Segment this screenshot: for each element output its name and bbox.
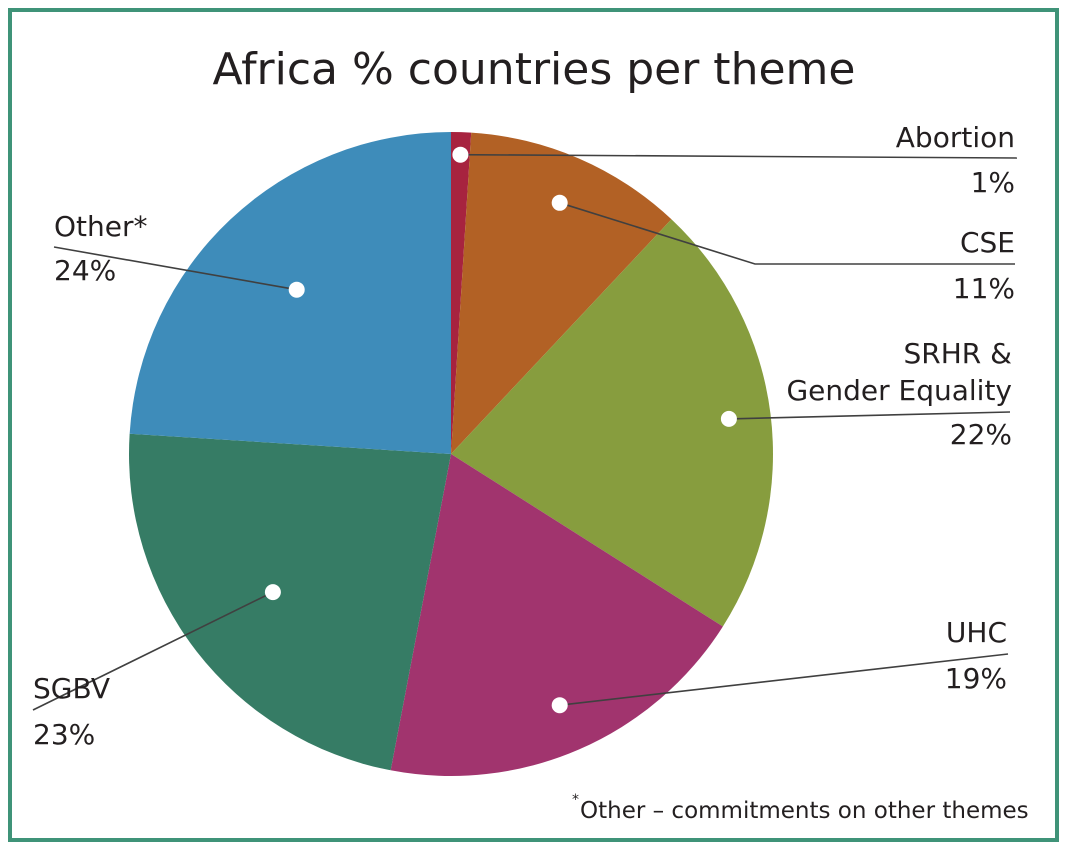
pie-slice-sgbv [129, 433, 451, 771]
pie-slices [129, 132, 773, 777]
slice-value-uhc: 19% [945, 662, 1007, 695]
slice-label-uhc: UHC [946, 616, 1007, 649]
pie-slice-cse [451, 132, 672, 454]
label-marker-sgbv [264, 584, 281, 601]
leader-line-cse [559, 202, 1015, 265]
slice-value-abortion: 1% [971, 166, 1015, 199]
slice-label-sgbv: SGBV [33, 672, 110, 705]
leader-lines [32, 146, 1018, 714]
footnote-marker: * [572, 792, 579, 808]
leader-line-abortion [460, 153, 1018, 159]
label-marker-srhr-gender-equality [720, 410, 737, 427]
leader-line-uhc [559, 653, 1009, 706]
label-marker-other [288, 281, 305, 298]
pie-slice-srhr-gender-equality [451, 219, 773, 627]
slice-value-sgbv: 23% [33, 718, 95, 751]
slice-label-cse: CSE [960, 226, 1015, 259]
label-marker-cse [551, 194, 568, 211]
slice-value-cse: 11% [953, 272, 1015, 305]
leader-line-sgbv [32, 591, 274, 711]
footnote: * Other – commitments on other themes [572, 792, 1029, 824]
slice-label-srhr-gender-equality-line-2: Gender Equality [786, 374, 1012, 407]
leader-line-other [53, 246, 297, 291]
label-marker-uhc [551, 697, 568, 714]
chart-title: Africa % countries per theme [213, 44, 856, 95]
slice-label-srhr-gender-equality-line-1: SRHR & [904, 337, 1012, 370]
footnote-text: Other – commitments on other themes [580, 798, 1029, 824]
slice-label-other: Other* [54, 210, 148, 243]
label-marker-abortion [452, 146, 469, 163]
leader-line-srhr-gender-equality [728, 411, 1011, 420]
pie-slice-abortion [451, 132, 472, 454]
slice-value-other: 24% [54, 254, 116, 287]
slice-value-srhr-gender-equality: 22% [950, 418, 1012, 451]
slice-label-abortion: Abortion [896, 121, 1015, 154]
slice-labels: Abortion 1% CSE 11% SRHR & Gender Equality 22%… [33, 121, 1015, 751]
